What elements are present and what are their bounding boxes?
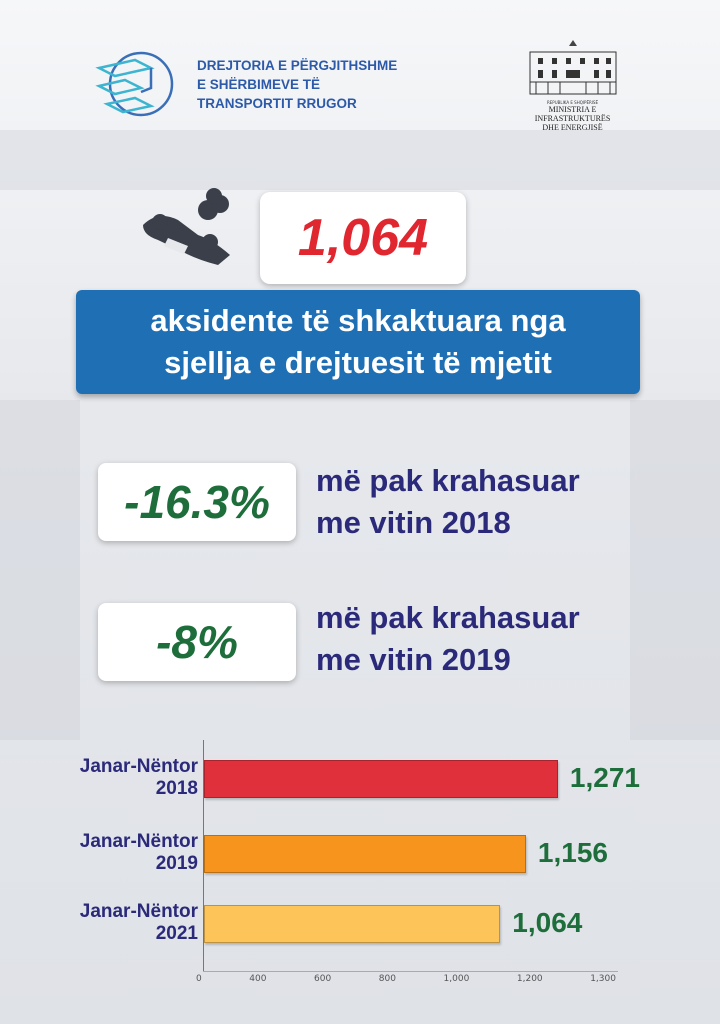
stat-text-2018: më pak krahasuar me vitin 2018 bbox=[316, 460, 580, 544]
stat-text-line: me vitin 2018 bbox=[316, 505, 511, 540]
stat-text-line: më pak krahasuar bbox=[316, 600, 580, 635]
ministry-name-line: MINISTRIA E INFRASTRUKTURËS bbox=[534, 105, 611, 123]
dpshtrr-logo-icon bbox=[95, 51, 174, 117]
category-label-line: Janar-Nëntor bbox=[79, 901, 198, 922]
accidents-bar-chart: Janar-Nëntor 2018 1,271 Janar-Nëntor 2019 1,1… bbox=[0, 730, 720, 1020]
x-tick-label: 600 bbox=[314, 974, 332, 984]
org-name-line: DREJTORIA E PËRGJITHSHME bbox=[197, 57, 398, 73]
x-tick-label: 800 bbox=[378, 974, 396, 984]
total-accidents-number: 1,064 bbox=[260, 192, 466, 284]
stat-text-line: më pak krahasuar bbox=[316, 463, 580, 498]
category-label-line: 2021 bbox=[155, 923, 198, 944]
org-name-line: E SHËRBIMEVE TË bbox=[197, 76, 321, 92]
background-road bbox=[0, 400, 80, 740]
bar bbox=[204, 760, 558, 798]
x-tick-label: 1,300 bbox=[590, 974, 616, 984]
category-label-line: Janar-Nëntor bbox=[79, 756, 198, 777]
dpshtrr-header: DREJTORIA E PËRGJITHSHME E SHËRBIMEVE TË… bbox=[95, 50, 397, 118]
x-tick-label: 400 bbox=[249, 974, 267, 984]
background-road bbox=[0, 130, 720, 190]
headline-line: sjellja e drejtuesit të mjetit bbox=[164, 345, 552, 380]
category-label: Janar-Nëntor 2018 bbox=[20, 756, 198, 800]
category-label: Janar-Nëntor 2019 bbox=[20, 831, 198, 875]
ministry-logo: REPUBLIKA E SHQIPËRISË MINISTRIA E INFRA… bbox=[515, 38, 630, 132]
x-axis bbox=[203, 971, 618, 972]
stat-text-2019: më pak krahasuar me vitin 2019 bbox=[316, 597, 580, 681]
value-label: 1,156 bbox=[537, 837, 608, 868]
headline-line: aksidente të shkaktuara nga bbox=[150, 303, 566, 338]
value-label: 1,271 bbox=[569, 762, 640, 793]
stat-value-2018: -16.3% bbox=[98, 463, 296, 541]
bar bbox=[204, 835, 526, 873]
value-label: 1,064 bbox=[512, 907, 583, 938]
x-tick-labels: 0 400 600 800 1,000 1,200 1,300 bbox=[196, 974, 616, 984]
headline-banner: aksidente të shkaktuara nga sjellja e dr… bbox=[76, 290, 640, 394]
org-name-line: TRANSPORTIT RRUGOR bbox=[197, 95, 357, 111]
x-tick-label: 0 bbox=[196, 974, 202, 984]
ministry-republic: REPUBLIKA E SHQIPËRISË bbox=[547, 100, 598, 105]
overturned-car-icon bbox=[143, 188, 230, 265]
category-label-line: Janar-Nëntor bbox=[79, 831, 198, 852]
stat-text-line: me vitin 2019 bbox=[316, 642, 511, 677]
background-road bbox=[630, 400, 720, 740]
bar bbox=[204, 905, 501, 943]
ministry-building-icon bbox=[529, 40, 616, 95]
ministry-name-line: DHE ENERGJISË bbox=[542, 123, 603, 132]
x-tick-label: 1,000 bbox=[443, 974, 470, 984]
stat-value-2019: -8% bbox=[98, 603, 296, 681]
category-label: Janar-Nëntor 2021 bbox=[20, 901, 198, 945]
x-tick-label: 1,200 bbox=[516, 974, 543, 984]
category-label-line: 2019 bbox=[155, 853, 198, 874]
y-axis bbox=[203, 740, 204, 972]
category-label-line: 2018 bbox=[155, 778, 198, 799]
